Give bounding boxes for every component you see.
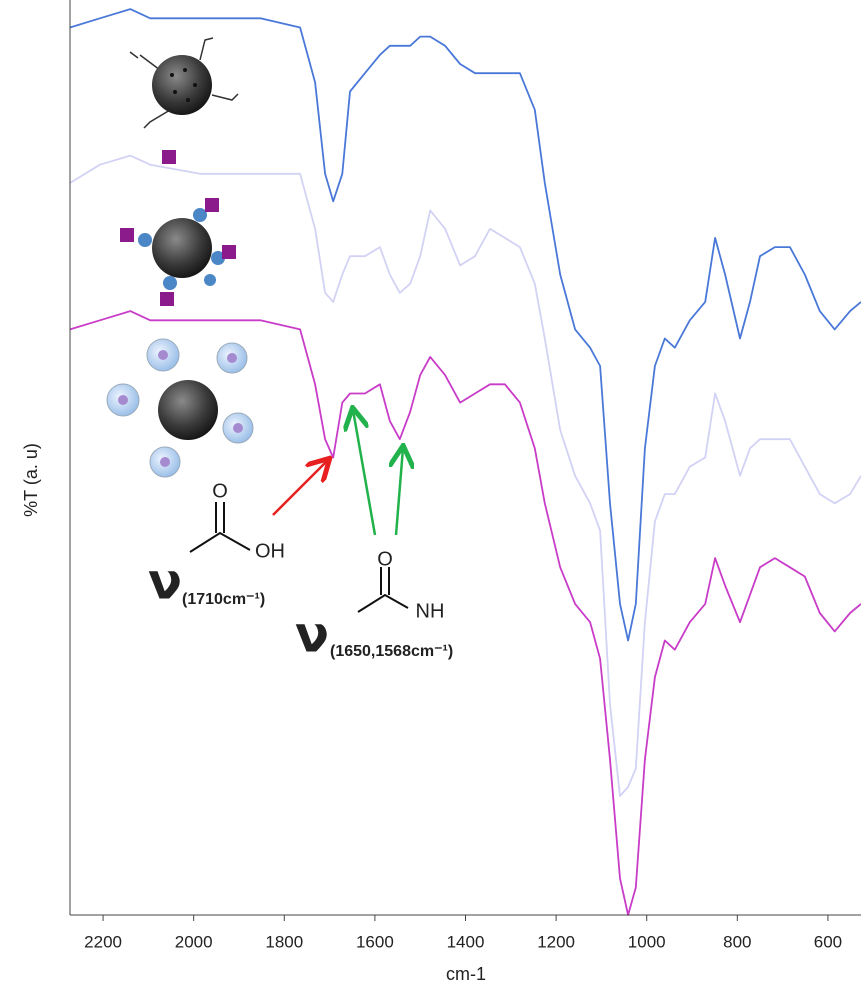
y-axis-title: %T (a. u)	[21, 443, 41, 517]
arrow	[396, 448, 403, 535]
arrow	[273, 460, 328, 515]
particle-cells	[107, 339, 253, 477]
chem-label: O	[212, 480, 228, 502]
x-tick-label: 1600	[356, 932, 394, 951]
x-tick-label: 800	[723, 932, 751, 951]
annotation-symbol: ν	[148, 553, 182, 611]
chart: cm-1 %T (a. u) O OH O NH ν (1710cm⁻¹) ν …	[0, 0, 861, 990]
annotation-text: (1710cm⁻¹)	[182, 591, 265, 608]
x-tick-label: 2200	[84, 932, 122, 951]
x-tick-label: 1200	[537, 932, 575, 951]
plot-area	[70, 9, 861, 915]
annotation-symbol: ν	[295, 606, 329, 664]
x-tick-label: 1400	[447, 932, 485, 951]
arrow	[353, 410, 375, 535]
acid-structure	[190, 502, 250, 552]
x-tick-label: 1800	[265, 932, 303, 951]
x-axis-title: cm-1	[446, 964, 486, 984]
annotation-text: (1650,1568cm⁻¹)	[330, 643, 453, 660]
chem-label: NH	[416, 600, 445, 622]
x-tick-label: 2000	[175, 932, 213, 951]
particle-cooh	[130, 38, 238, 128]
chem-label: OH	[255, 540, 285, 562]
chem-label: O	[377, 548, 393, 570]
amide-structure	[358, 567, 408, 612]
x-tick-label: 1000	[628, 932, 666, 951]
x-tick-label: 600	[814, 932, 842, 951]
